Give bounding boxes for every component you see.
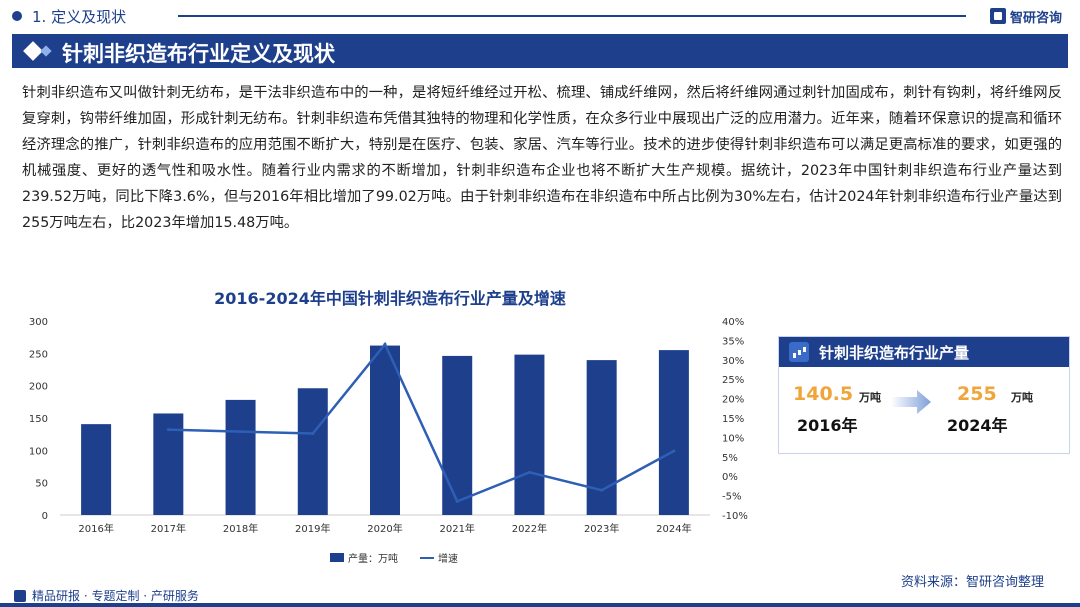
section-title: 1. 定义及现状 [32,8,127,26]
title-bar: 针刺非织造布行业定义及现状 [12,34,1068,68]
logo-icon [990,8,1006,24]
logo-text: 智研咨询 [1010,10,1063,26]
year-2016: 2016年 [797,416,858,435]
growth-rate-point [527,470,531,474]
legend-line-label: 增速 [438,554,458,565]
chart-bar [586,360,617,515]
bullet-icon [12,11,22,21]
growth-rate-point [383,342,387,346]
chart-bar [81,424,112,515]
footer-bar [0,603,1080,607]
x-tick-label: 2022年 [512,522,547,535]
diamond-small-icon [40,45,52,57]
data-source: 资料来源：智研咨询整理 [900,575,1044,590]
card-label: 针刺非织造布行业产量 [819,344,970,362]
growth-rate-point [311,432,315,436]
y-right-tick-label: -5% [722,492,741,503]
x-tick-label: 2018年 [223,522,258,535]
growth-rate-point [600,488,604,492]
y-right-tick-label: 15% [722,414,744,425]
growth-rate-point [239,430,243,434]
legend-line-swatch [420,556,434,559]
x-tick-label: 2016年 [78,522,113,535]
y-left-tick-label: 150 [29,414,48,425]
y-right-tick-label: 20% [722,395,744,406]
footer-services: 精品研报 · 专题定制 · 产研服务 [14,587,199,604]
y-right-tick-label: 40% [722,317,744,328]
value-2024: 255 [957,383,997,405]
y-left-tick-label: 250 [29,349,48,360]
chart-bar [442,355,473,515]
x-tick-label: 2021年 [439,522,474,535]
y-right-tick-label: 0% [722,472,738,483]
bar-chart-icon [789,342,809,362]
y-right-tick-label: 5% [722,453,738,464]
y-left-tick-label: 50 [35,479,48,490]
x-tick-label: 2023年 [584,522,619,535]
x-tick-label: 2024年 [656,522,691,535]
growth-rate-point [455,499,459,503]
divider [178,15,966,17]
production-summary-card: 针刺非织造布行业产量 140.5 万吨 2016年 255 万吨 2024年 [778,336,1070,454]
chart-bar [370,345,400,515]
chart-bar [225,399,256,515]
footer-logo-icon [14,589,26,602]
top-bar: 1. 定义及现状 智研咨询 [0,0,1080,34]
year-2024: 2024年 [947,416,1008,435]
legend-bar-label: 产量：万吨 [348,554,398,565]
y-left-tick-label: 300 [29,317,48,328]
value-2016: 140.5 [793,383,854,405]
chart-bar [514,354,545,515]
chart-legend: 产量：万吨 增速 [330,550,458,565]
y-left-tick-label: 100 [29,446,48,457]
y-right-tick-label: 25% [722,375,744,386]
footer-services-text: 精品研报 · 专题定制 · 产研服务 [32,589,199,603]
x-tick-label: 2017年 [151,522,186,535]
legend-bar-swatch [330,553,344,562]
unit-2024: 万吨 [1011,391,1033,404]
growth-rate-line [168,341,675,504]
card-header: 针刺非织造布行业产量 [779,337,1069,367]
production-chart: 0 50 100 150 200 250 300 -10% -5% 0% 5% 10% 15% 20% 25… [29,317,748,535]
footer: 精品研报 · 专题定制 · 产研服务 资料来源：智研咨询整理 [0,575,1080,607]
chart-bar [658,350,689,515]
chart-bar [297,388,328,515]
intro-paragraph: 针刺非织造布又叫做针刺无纺布，是干法非织造布中的一种，是将短纤维经过开松、梳理、… [22,85,1062,231]
growth-rate-point [672,449,676,453]
y-right-tick-label: 35% [722,336,744,347]
x-tick-label: 2020年 [367,522,402,535]
logo: 智研咨询 [990,6,1062,26]
page-title: 针刺非织造布行业定义及现状 [62,42,335,66]
chart-title: 2016-2024年中国针刺非织造布行业产量及增速 [214,289,566,308]
arrow-right-icon [891,390,931,414]
y-right-tick-label: -10% [722,511,748,522]
y-right-tick-label: 10% [722,433,744,444]
growth-rate-point [166,428,170,432]
y-left-tick-label: 0 [42,511,48,522]
y-right-tick-label: 30% [722,356,744,367]
y-left-tick-label: 200 [29,382,48,393]
x-tick-label: 2019年 [295,522,330,535]
unit-2016: 万吨 [859,391,881,404]
